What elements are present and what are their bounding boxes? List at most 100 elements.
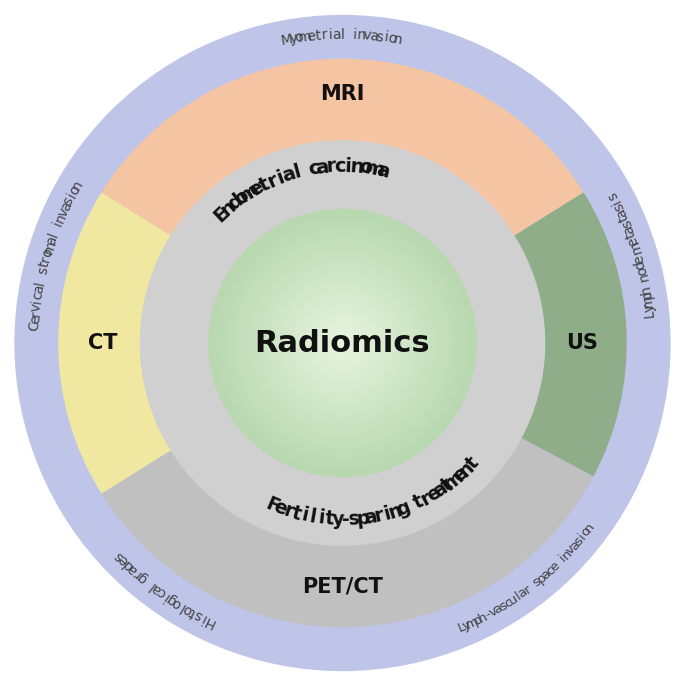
Text: m: m (464, 614, 481, 631)
Wedge shape (101, 438, 593, 627)
Text: m: m (41, 238, 58, 256)
Text: e: e (271, 497, 290, 519)
Circle shape (247, 248, 438, 438)
Circle shape (15, 16, 670, 670)
Text: n: n (582, 520, 597, 534)
Circle shape (140, 141, 545, 545)
Text: a: a (125, 560, 140, 577)
Circle shape (267, 268, 418, 418)
Text: c: c (154, 584, 169, 600)
Text: d: d (633, 259, 649, 271)
Circle shape (249, 250, 436, 436)
Text: a: a (621, 223, 637, 236)
Text: m: m (236, 180, 263, 206)
Text: l: l (146, 578, 158, 591)
Circle shape (242, 243, 443, 443)
Text: o: o (66, 183, 83, 198)
Circle shape (338, 338, 347, 348)
Text: n: n (386, 501, 405, 523)
Text: l: l (33, 280, 47, 286)
Text: a: a (430, 479, 451, 501)
Text: t: t (462, 453, 482, 473)
Circle shape (256, 256, 429, 430)
Text: r: r (321, 28, 327, 43)
Circle shape (232, 233, 453, 453)
Text: n: n (356, 28, 366, 43)
Text: l: l (308, 507, 318, 527)
Text: h: h (638, 283, 653, 294)
Circle shape (286, 286, 399, 400)
Text: i: i (353, 28, 357, 42)
Circle shape (239, 239, 446, 447)
Text: r: r (130, 566, 144, 580)
Text: e: e (28, 315, 42, 324)
Circle shape (269, 270, 416, 416)
Circle shape (222, 223, 463, 463)
Text: i: i (274, 167, 287, 188)
Text: d: d (120, 556, 136, 573)
Text: g: g (164, 591, 179, 608)
Circle shape (311, 311, 374, 375)
Text: t: t (411, 492, 427, 513)
Circle shape (299, 300, 386, 386)
Text: L: L (642, 309, 657, 318)
Text: o: o (294, 30, 304, 45)
Text: y: y (460, 617, 473, 632)
Text: p: p (355, 508, 371, 529)
Circle shape (237, 238, 448, 448)
Text: s: s (192, 608, 205, 623)
Circle shape (236, 236, 449, 450)
Circle shape (290, 292, 395, 394)
Text: v: v (486, 604, 499, 619)
Text: E: E (210, 202, 233, 226)
Text: a: a (614, 206, 630, 220)
Text: m: m (640, 294, 656, 309)
Text: o: o (169, 595, 184, 611)
Text: e: e (625, 235, 641, 248)
Text: r: r (264, 170, 280, 191)
Text: m: m (627, 238, 644, 256)
Text: PET/CT: PET/CT (302, 576, 383, 596)
Text: o: o (180, 601, 195, 617)
Text: v: v (55, 206, 71, 219)
Circle shape (301, 301, 384, 385)
Text: s: s (497, 599, 510, 613)
Text: r: r (373, 506, 386, 526)
Text: i: i (328, 28, 332, 42)
Text: t: t (256, 174, 273, 195)
Circle shape (216, 216, 469, 470)
Circle shape (252, 253, 433, 433)
Circle shape (225, 226, 460, 460)
Circle shape (259, 259, 426, 427)
Circle shape (266, 266, 419, 420)
Text: F: F (263, 494, 282, 517)
Text: s: s (375, 29, 384, 45)
Circle shape (331, 331, 354, 355)
Circle shape (321, 321, 364, 365)
Text: a: a (58, 200, 74, 214)
Text: i: i (299, 506, 310, 525)
Circle shape (316, 316, 369, 370)
Text: i: i (345, 157, 352, 176)
Circle shape (296, 296, 389, 390)
Text: o: o (579, 525, 594, 539)
Text: o: o (40, 247, 55, 259)
Circle shape (224, 224, 461, 462)
Text: s: s (619, 217, 634, 230)
Text: y: y (332, 510, 344, 530)
Text: e: e (246, 177, 267, 200)
Text: a: a (491, 602, 505, 617)
Text: t: t (314, 29, 321, 43)
Circle shape (282, 283, 403, 403)
Circle shape (327, 328, 358, 358)
Wedge shape (101, 59, 584, 236)
Circle shape (317, 318, 368, 368)
Circle shape (281, 281, 404, 405)
Text: m: m (298, 29, 313, 45)
Text: p: p (639, 289, 655, 300)
Circle shape (319, 320, 366, 366)
Text: g: g (134, 569, 150, 585)
Text: c: c (306, 158, 321, 179)
Circle shape (309, 309, 376, 377)
Text: c: c (501, 595, 515, 611)
